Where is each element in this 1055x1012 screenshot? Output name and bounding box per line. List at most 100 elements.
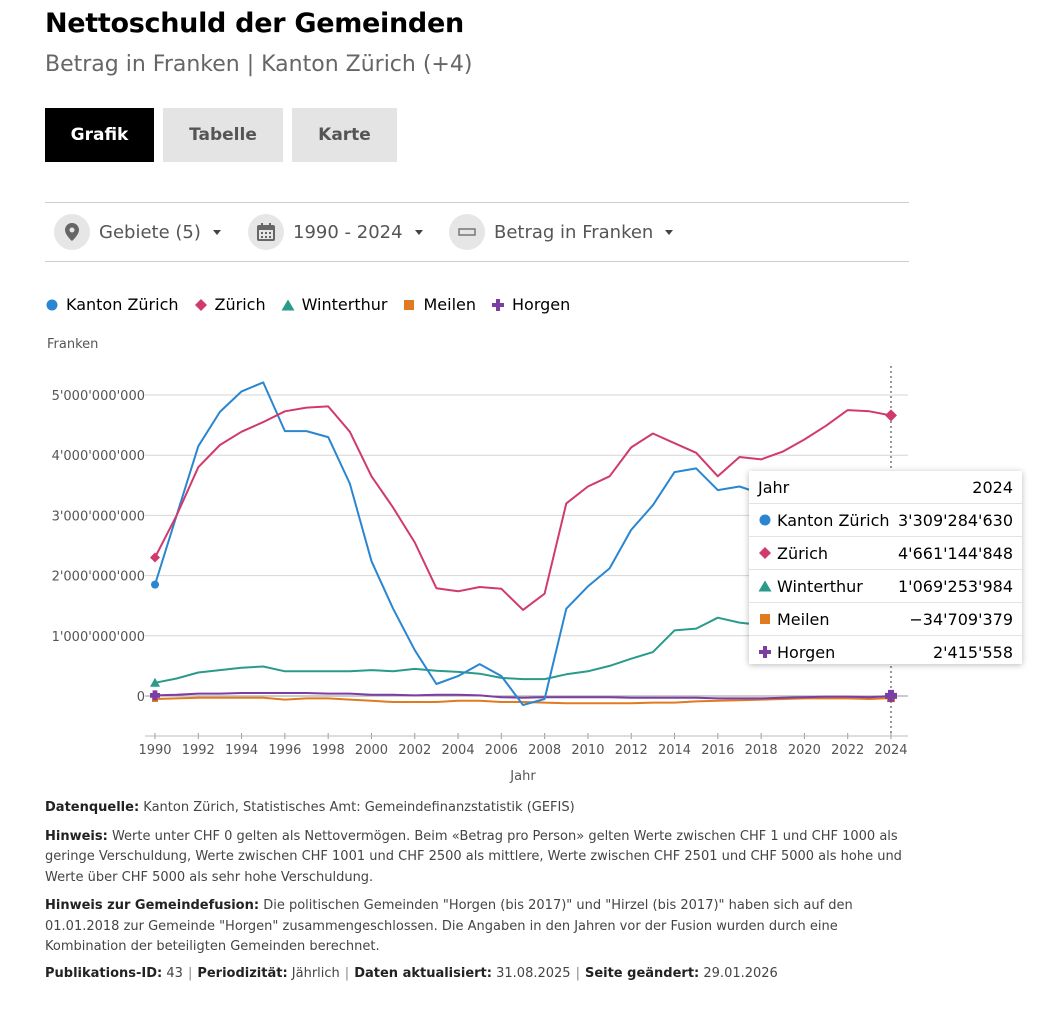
page-title: Nettoschuld der Gemeinden: [45, 8, 464, 39]
periodicity-value: Jährlich: [291, 966, 340, 981]
tab-tabelle[interactable]: Tabelle: [163, 108, 283, 162]
x-tick-label: 2024: [874, 743, 907, 758]
data-point: [150, 552, 160, 563]
regions-filter[interactable]: Gebiete (5): [54, 213, 221, 251]
x-tick-label: 2002: [398, 743, 431, 758]
x-tick-label: 1996: [268, 743, 301, 758]
tooltip-series-value: 4'661'144'848: [898, 543, 1013, 563]
chevron-down-icon: [414, 229, 423, 235]
measure-filter-label: Betrag in Franken: [494, 221, 654, 243]
publication-meta: Publikations-ID: 43 | Periodizität: Jährli…: [45, 966, 778, 981]
data-point: [151, 580, 159, 589]
data-point: [885, 409, 897, 422]
x-tick-label: 2022: [831, 743, 864, 758]
triangle-marker-icon: [758, 580, 772, 592]
location-pin-icon: [54, 214, 90, 250]
tooltip-year-label: Jahr: [758, 477, 790, 497]
chevron-down-icon: [665, 229, 674, 235]
ruler-icon: [449, 214, 485, 250]
legend-label: Zürich: [214, 295, 266, 314]
x-tick-label: 1998: [312, 743, 345, 758]
periodicity-label: Periodizität:: [197, 966, 288, 981]
tooltip-series-name: Zürich: [777, 543, 829, 563]
x-tick-label: 2008: [528, 743, 561, 758]
tooltip-row: Kanton Zürich 3'309'284'630: [749, 504, 1022, 537]
x-tick-label: 2014: [658, 743, 691, 758]
chart-notes: Datenquelle: Kanton Zürich, Statistische…: [45, 798, 905, 966]
tooltip-series-value: −34'709'379: [909, 609, 1013, 629]
diamond-marker-icon: [759, 547, 771, 559]
x-tick-label: 2012: [615, 743, 648, 758]
page-subtitle: Betrag in Franken | Kanton Zürich (+4): [45, 52, 473, 77]
y-tick-label: 5'000'000'000: [52, 389, 145, 404]
chevron-down-icon: [212, 229, 221, 235]
legend-item-winterthur[interactable]: Winterthur: [281, 295, 387, 314]
source-note: Datenquelle: Kanton Zürich, Statistische…: [45, 800, 575, 815]
x-tick-label: 1990: [138, 743, 171, 758]
data-updated-label: Daten aktualisiert:: [354, 966, 492, 981]
tooltip-series-value: 2'415'558: [932, 642, 1013, 662]
x-tick-label: 2010: [571, 743, 604, 758]
tab-karte[interactable]: Karte: [292, 108, 397, 162]
series-line: [154, 405, 892, 611]
period-filter[interactable]: 1990 - 2024: [248, 213, 423, 251]
x-tick-label: 2000: [355, 743, 388, 758]
tab-grafik[interactable]: Grafik: [45, 108, 154, 162]
tooltip-series-name: Kanton Zürich: [777, 510, 890, 530]
view-tabs: Grafik Tabelle Karte: [45, 108, 397, 162]
fusion-note: Hinweis zur Gemeindefusion: Die politisc…: [45, 898, 853, 954]
legend-item-horgen[interactable]: Horgen: [491, 295, 570, 314]
chart-legend: Kanton Zürich Zürich Winterthur Meilen H…: [45, 295, 585, 314]
series-line: [154, 696, 892, 705]
measure-filter[interactable]: Betrag in Franken: [449, 213, 674, 251]
tooltip-row: Horgen 2'415'558: [749, 636, 1022, 668]
legend-item-zuerich[interactable]: Zürich: [194, 295, 266, 314]
x-axis-title: Jahr: [509, 769, 536, 784]
period-filter-label: 1990 - 2024: [293, 221, 403, 243]
circle-marker-icon: [46, 299, 58, 310]
regions-filter-label: Gebiete (5): [99, 221, 201, 243]
tooltip-year-value: 2024: [972, 477, 1013, 497]
tooltip-header: Jahr 2024: [749, 471, 1022, 504]
triangle-marker-icon: [281, 299, 295, 310]
y-tick-label: 3'000'000'000: [52, 509, 145, 524]
data-point: [150, 677, 160, 687]
legend-label: Kanton Zürich: [66, 295, 179, 314]
plus-marker-icon: [492, 298, 504, 311]
filter-bar: Gebiete (5) 1990 - 2024 Betrag in Franke…: [45, 202, 909, 262]
pub-id-label: Publikations-ID:: [45, 966, 163, 981]
data-updated-value: 31.08.2025: [496, 966, 571, 981]
hint-note: Hinweis: Werte unter CHF 0 gelten als Ne…: [45, 828, 902, 885]
y-axis-title: Franken: [47, 337, 98, 352]
legend-item-meilen[interactable]: Meilen: [402, 295, 476, 314]
legend-label: Meilen: [423, 295, 476, 314]
tooltip-row: Zürich 4'661'144'848: [749, 537, 1022, 570]
tooltip-row: Winterthur 1'069'253'984: [749, 570, 1022, 603]
data-point: [885, 689, 897, 702]
square-marker-icon: [760, 614, 770, 624]
tooltip-series-name: Horgen: [777, 642, 836, 662]
diamond-marker-icon: [194, 298, 207, 311]
page-changed-label: Seite geändert:: [584, 966, 700, 981]
x-tick-label: 2004: [442, 743, 475, 758]
x-tick-label: 1992: [182, 743, 215, 758]
tooltip-series-name: Meilen: [777, 609, 830, 629]
chart-tooltip: Jahr 2024 Kanton Zürich 3'309'284'630 Zü…: [749, 471, 1022, 664]
tooltip-series-value: 1'069'253'984: [898, 576, 1013, 596]
data-point: [150, 690, 160, 701]
square-marker-icon: [404, 299, 415, 310]
plus-marker-icon: [759, 646, 771, 658]
legend-label: Horgen: [512, 295, 571, 314]
x-tick-label: 2016: [701, 743, 734, 758]
x-tick-label: 2020: [788, 743, 821, 758]
circle-marker-icon: [759, 514, 771, 526]
calendar-icon: [248, 214, 284, 250]
y-tick-label: 0: [137, 690, 145, 705]
series-line: [154, 692, 892, 700]
x-tick-label: 1994: [225, 743, 258, 758]
y-tick-label: 1'000'000'000: [52, 630, 145, 645]
tooltip-row: Meilen −34'709'379: [749, 603, 1022, 636]
legend-item-kanton-zuerich[interactable]: Kanton Zürich: [45, 295, 179, 314]
page-changed-value: 29.01.2026: [703, 966, 778, 981]
tooltip-series-value: 3'309'284'630: [898, 510, 1013, 530]
